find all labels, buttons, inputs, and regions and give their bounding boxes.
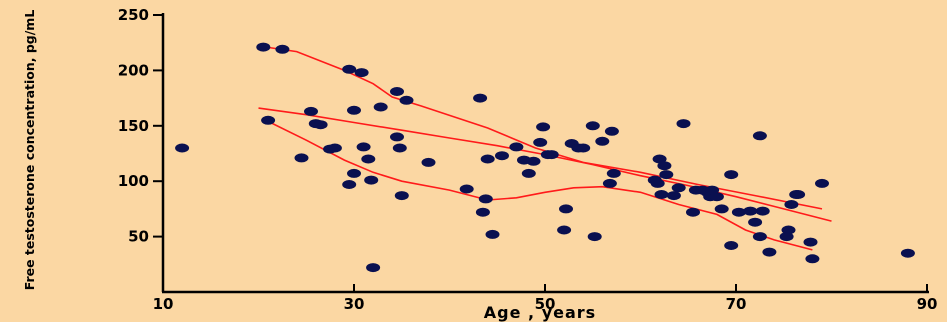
data-point <box>327 143 342 153</box>
x-tick-label: 30 <box>344 295 365 313</box>
data-point <box>686 207 700 217</box>
data-point <box>657 161 672 171</box>
data-point <box>659 170 674 180</box>
data-point <box>390 87 404 96</box>
data-point <box>587 232 602 242</box>
data-point <box>356 142 371 152</box>
data-point <box>509 142 524 152</box>
data-point <box>671 183 686 193</box>
data-point <box>676 119 691 129</box>
data-point <box>473 93 488 103</box>
data-point <box>392 143 407 153</box>
plot-area <box>175 42 915 273</box>
data-point <box>576 143 591 153</box>
data-point <box>533 137 548 147</box>
data-point <box>557 225 572 235</box>
data-point <box>373 102 388 112</box>
data-point <box>342 64 357 74</box>
x-tick-label: 50 <box>535 295 556 313</box>
data-point <box>485 229 500 239</box>
data-point <box>475 207 490 217</box>
x-tick-label: 10 <box>153 295 174 313</box>
data-point <box>784 200 799 209</box>
data-point <box>803 237 818 247</box>
data-point <box>595 136 610 146</box>
data-point <box>544 150 559 160</box>
x-axis-title: Age , years <box>484 303 596 322</box>
data-point <box>559 204 573 214</box>
x-tick-label: 90 <box>917 295 938 313</box>
data-point <box>781 225 796 235</box>
data-point <box>604 126 619 136</box>
data-point <box>652 154 667 164</box>
data-point <box>342 180 357 189</box>
data-point <box>650 178 665 188</box>
data-point <box>275 44 290 54</box>
x-tick-label: 70 <box>726 295 747 313</box>
data-point <box>256 42 271 52</box>
y-tick-label: 50 <box>128 228 149 246</box>
data-point <box>724 241 739 250</box>
data-point <box>347 168 361 178</box>
data-point <box>815 178 829 188</box>
data-point <box>347 105 361 115</box>
data-point <box>366 263 381 273</box>
data-point <box>762 247 777 257</box>
data-point <box>752 131 767 141</box>
data-point <box>361 154 376 164</box>
data-point <box>364 175 379 185</box>
data-point <box>724 170 739 180</box>
data-point <box>536 122 551 132</box>
data-point <box>752 232 767 242</box>
y-tick-label: 100 <box>118 172 149 190</box>
data-point <box>748 217 763 227</box>
data-point <box>791 190 806 199</box>
data-point <box>602 178 617 188</box>
series-line-3 <box>267 120 813 251</box>
data-point <box>480 154 495 164</box>
data-point <box>731 207 746 217</box>
data-point <box>478 194 493 204</box>
data-point <box>666 191 681 201</box>
data-point <box>304 106 318 116</box>
data-point <box>495 151 509 161</box>
data-point <box>354 68 369 78</box>
data-point <box>714 204 729 214</box>
data-point <box>521 168 536 178</box>
data-point <box>261 115 276 125</box>
data-point <box>585 121 600 131</box>
y-tick-label: 250 <box>118 6 149 24</box>
data-point <box>294 153 309 163</box>
y-axis-title: Free testosterone concentration, pg/mL <box>22 10 37 291</box>
data-point <box>743 206 758 216</box>
data-point <box>900 248 915 258</box>
data-point <box>421 157 436 167</box>
data-point <box>399 95 414 105</box>
data-point <box>526 156 541 166</box>
data-point <box>805 254 820 264</box>
axes: 50 100 150 200 250 10 30 50 70 90 <box>118 6 938 313</box>
data-point <box>175 143 190 153</box>
data-point <box>394 191 409 201</box>
y-tick-label: 200 <box>118 61 149 79</box>
data-point <box>313 120 328 130</box>
y-tick-label: 150 <box>118 117 149 135</box>
data-point <box>459 184 474 194</box>
data-point <box>390 132 404 142</box>
data-point <box>654 190 669 199</box>
data-point <box>755 206 770 216</box>
data-point <box>606 168 621 178</box>
data-point <box>709 192 724 202</box>
